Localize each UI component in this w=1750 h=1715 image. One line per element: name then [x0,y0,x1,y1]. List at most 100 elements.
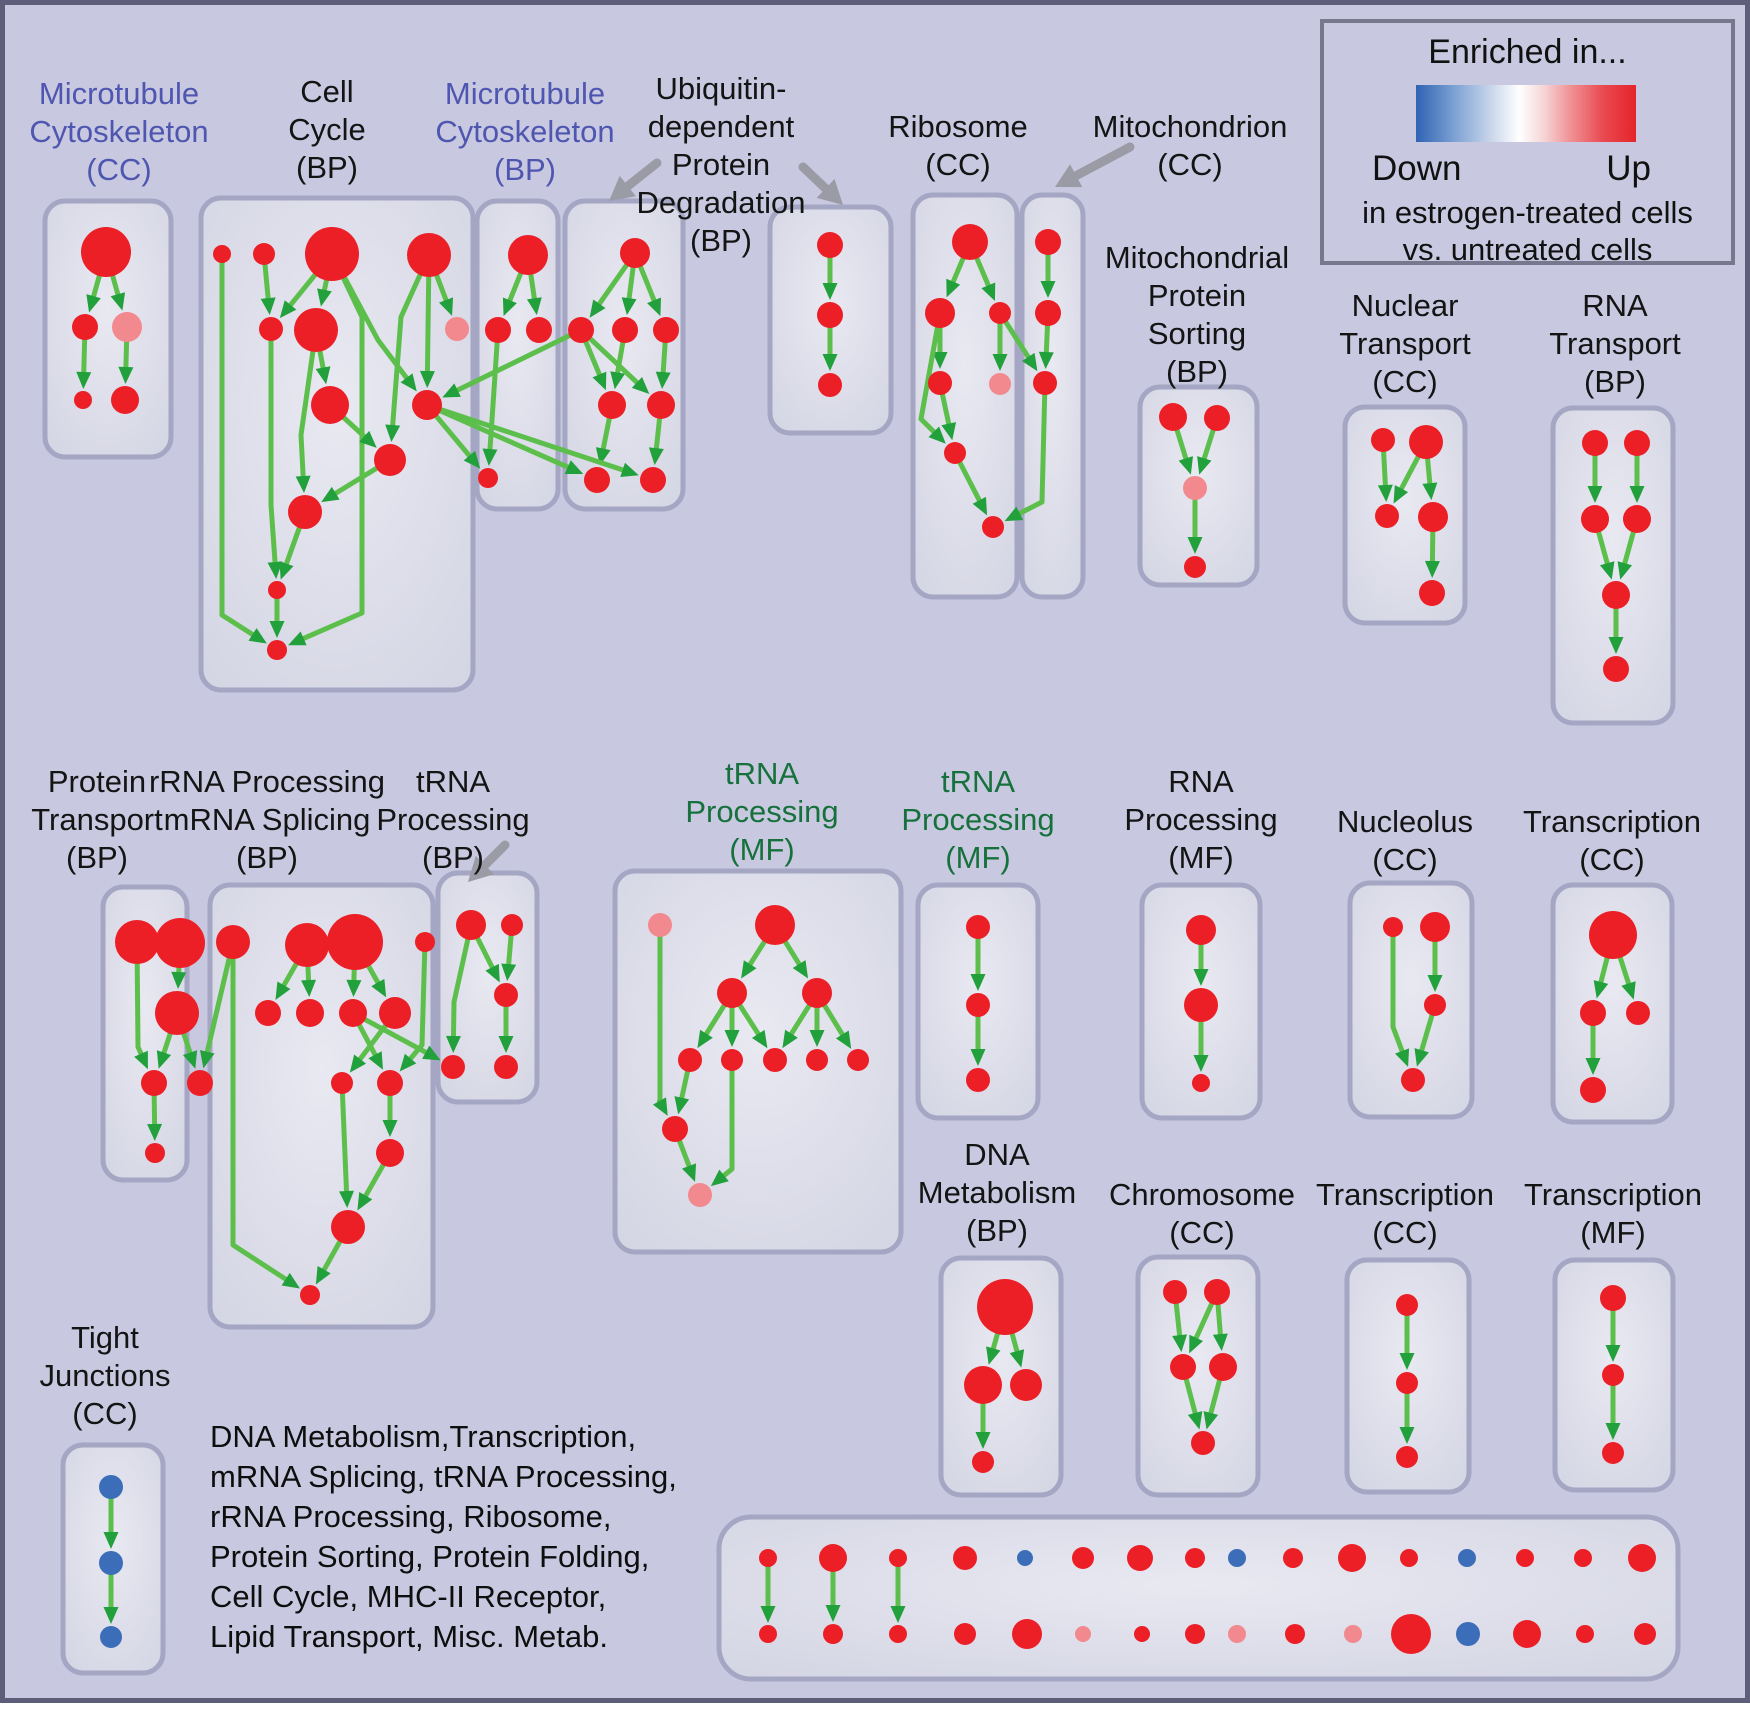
edge-shaft [268,326,278,565]
node-b12 [268,581,286,599]
node-z14b [1513,1620,1541,1648]
node-l2 [285,923,329,967]
callout-arrow-shaft [798,162,831,193]
edge-head [346,979,362,998]
node-z9b [1228,1625,1246,1643]
node-d7 [584,467,610,493]
node-z5b [1012,1619,1042,1649]
node-z12b [1391,1614,1431,1654]
edge-head [1599,561,1615,580]
node-e3 [818,373,842,397]
edge-head [359,430,377,448]
edge-shaft [134,939,144,1057]
edge-head [782,1029,798,1049]
edge-head [932,352,948,369]
node-z15t [1574,1549,1592,1567]
cluster-box-chromosome-cc [1135,1254,1261,1498]
node-j5 [1602,581,1630,609]
node-l1 [216,925,250,959]
node-m4 [441,1055,465,1079]
node-q2 [1420,912,1450,942]
node-c4 [478,468,498,488]
annotation-line: DNA Metabolism,Transcription, [210,1419,637,1454]
node-z16b [1634,1623,1656,1645]
node-n10 [662,1116,688,1142]
cluster-label: Mitochondrion (CC) [1093,109,1288,182]
cluster-box-mixed-terms [716,1514,1681,1682]
node-f5 [989,373,1011,395]
edge-head [260,297,276,316]
edge-head [1617,561,1633,580]
node-b1 [213,245,231,263]
edge-head [103,1532,119,1549]
node-q1 [1383,917,1403,937]
node-g3 [1033,371,1057,395]
cluster-label: Chromosome (CC) [1109,1177,1295,1250]
annotation-line: Cell Cycle, MHC-II Receptor, [210,1579,607,1614]
node-c2 [485,317,511,343]
edge-head [1427,975,1443,992]
edge-head [445,1035,461,1054]
cluster-label: Ribosome (CC) [888,109,1028,182]
diagram-canvas: Microtubule Cytoskeleton (CC) Cell Cycle (BP)… [29,71,1702,1682]
node-t3 [1170,1354,1196,1380]
edge-head [822,283,838,300]
edge-head [382,1120,398,1137]
node-z1b [759,1625,777,1643]
edge-head [317,288,332,307]
node-z3t [889,1549,907,1567]
edge-head [648,447,664,466]
edge-shaft [721,1057,735,1178]
node-f3 [989,302,1011,324]
edge-head [564,460,584,474]
node-e2 [817,302,843,328]
node-d8 [640,467,666,493]
edge-head [1395,1048,1410,1067]
edge-head [419,370,435,389]
edge-head [301,979,317,998]
edge-head [1187,1411,1203,1430]
edge-head [1193,969,1209,986]
cluster-label: Nuclear Transport (CC) [1339,288,1471,399]
node-v2 [1602,1364,1624,1386]
node-i1 [1371,428,1395,452]
edge-head [1009,1349,1025,1368]
cluster-label: RNA Processing (MF) [1124,764,1277,875]
edge-shaft [408,939,428,1062]
node-f1 [952,224,988,260]
node-e1 [817,232,843,258]
edge-head [809,1030,825,1047]
cluster-label: DNA Metabolism (BP) [918,1137,1077,1248]
node-s2 [964,1366,1002,1404]
edge-head [986,1346,1001,1365]
edge-head [890,1606,906,1623]
edge-head [760,1606,776,1623]
node-h3 [1183,476,1207,500]
node-p1 [1186,915,1216,945]
node-i5 [1419,580,1445,606]
node-d3 [612,317,638,343]
node-z4t [953,1546,977,1570]
node-d2 [568,317,594,343]
node-z15b [1576,1625,1594,1643]
node-a1 [81,227,131,277]
node-k4 [141,1070,167,1096]
node-w2 [99,1551,123,1575]
node-z6b [1075,1626,1091,1642]
cluster-label: Cell Cycle (BP) [288,74,366,185]
cluster-label: Tight Junctions (CC) [40,1320,171,1431]
node-o3 [966,1068,990,1092]
node-g1 [1035,229,1061,255]
edge-head [1629,486,1645,503]
edge-head [1399,1427,1415,1444]
edge-head [400,373,417,392]
node-b10 [374,444,406,476]
cluster-box-ubiquitin-degradation-1 [562,198,686,512]
edge-head [941,422,957,441]
node-b8 [311,386,349,424]
edge-head [134,1050,148,1070]
cluster-label: Nucleolus (CC) [1337,804,1473,877]
edge-head [279,561,294,580]
edge-head [1605,1345,1621,1362]
node-d1 [620,238,650,268]
